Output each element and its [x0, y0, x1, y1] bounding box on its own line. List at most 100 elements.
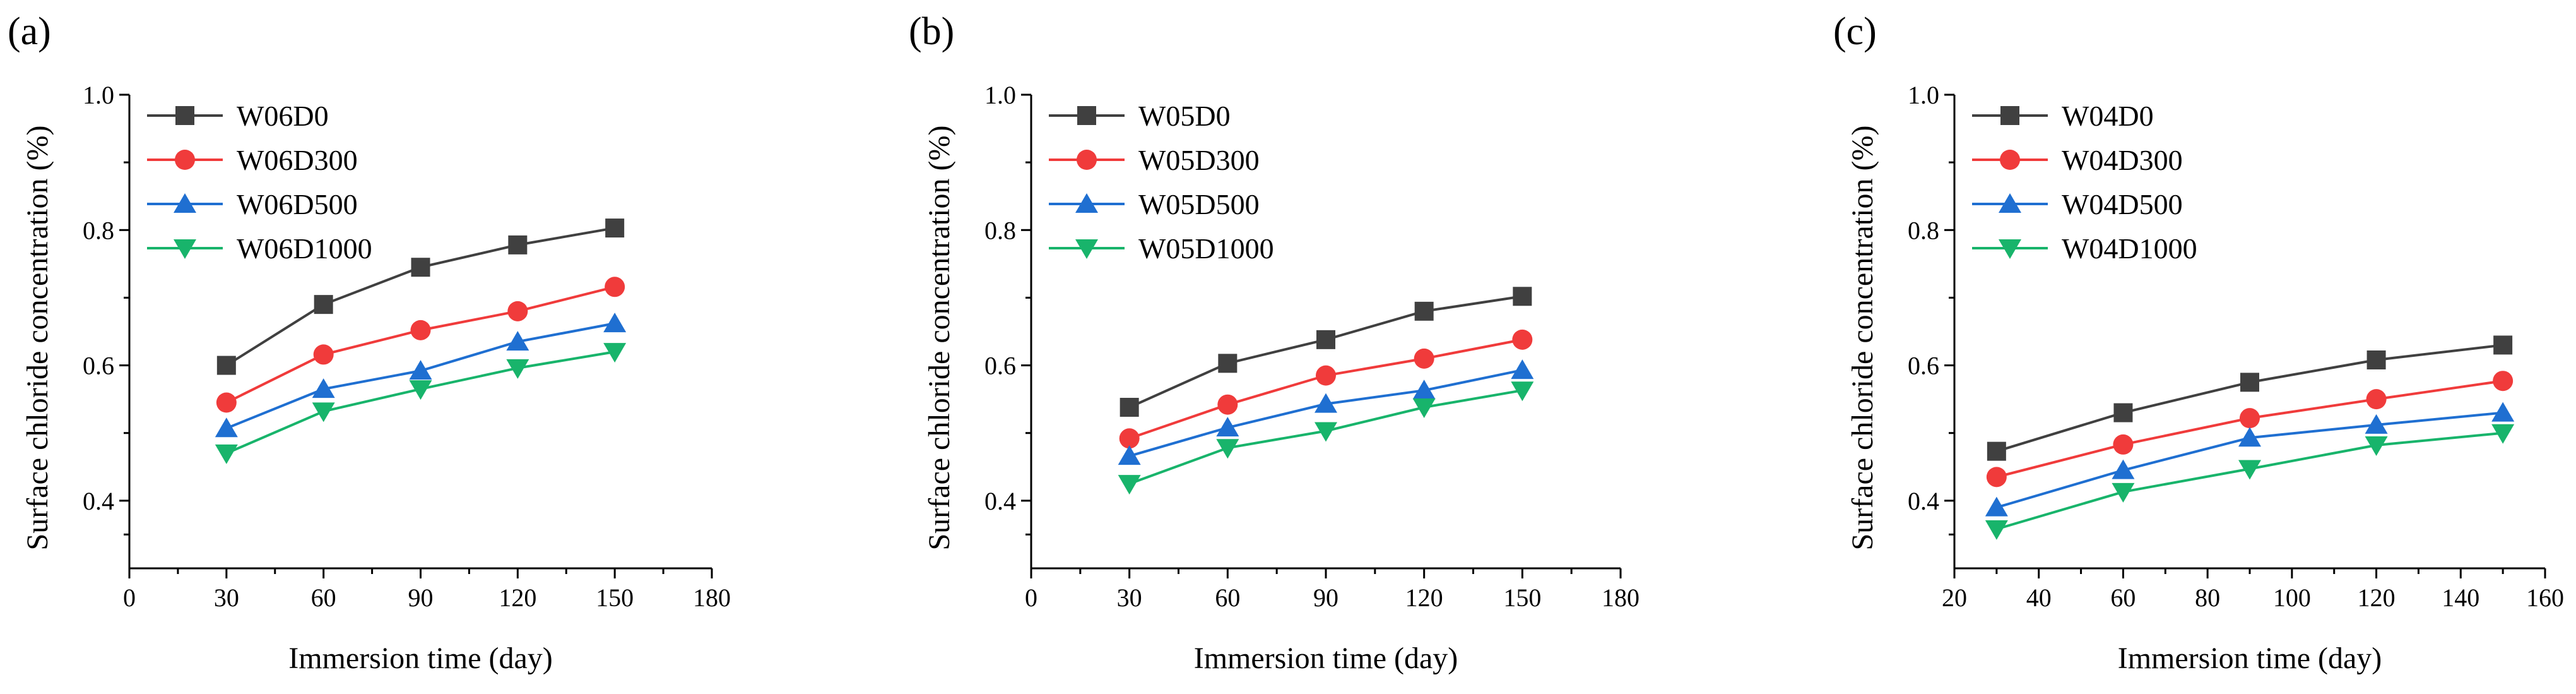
panel-label: (a)	[8, 10, 51, 53]
data-point-W05D300	[1217, 394, 1238, 415]
y-tick-label: 0.8	[1908, 216, 1939, 244]
data-point-W04D300	[2113, 434, 2134, 455]
x-tick-label: 40	[2026, 583, 2052, 612]
data-point-W04D300	[2493, 371, 2514, 392]
legend-marker-W06D300	[175, 150, 195, 170]
x-tick-label: 180	[1602, 583, 1640, 612]
data-point-W05D1000	[1315, 422, 1337, 442]
legend-label-W04D500: W04D500	[2062, 188, 2183, 220]
legend-marker-W06D500	[174, 193, 196, 213]
data-point-W04D300	[1986, 467, 2007, 488]
data-point-W06D0	[216, 356, 236, 375]
legend-marker-W05D300	[1077, 150, 1097, 170]
y-tick-label: 0.8	[83, 216, 114, 244]
legend-label-W06D0: W06D0	[237, 100, 329, 132]
data-point-W04D500	[2238, 427, 2261, 447]
x-tick-label: 60	[1215, 583, 1240, 612]
data-point-W04D0	[2366, 350, 2386, 369]
x-axis-title: Immersion time (day)	[288, 642, 553, 675]
data-point-W06D500	[409, 360, 432, 380]
data-point-W04D1000	[1985, 520, 2008, 540]
panel-a: (a) 0 30 60 90 120 150 180 0.4 0.6 0.8 1.0 Immersio…	[8, 10, 731, 675]
data-point-W05D0	[1414, 301, 1434, 321]
x-tick-label: 30	[1117, 583, 1142, 612]
y-tick-label: 0.6	[83, 352, 114, 380]
x-tick-label: 60	[2110, 583, 2136, 612]
x-tick-label: 140	[2442, 583, 2479, 612]
data-point-W06D1000	[312, 402, 335, 422]
data-point-W05D0	[1513, 287, 1532, 306]
plot-area-c: 20 40 60 80 100 120 140 160 0.4 0.6 0.8 1.0 Immersio…	[1846, 81, 2564, 675]
y-tick-label: 0.4	[1908, 487, 1939, 515]
data-point-W06D300	[507, 301, 528, 321]
x-tick-label: 60	[311, 583, 336, 612]
legend-marker-W06D0	[175, 106, 194, 125]
x-tick-label: 120	[2358, 583, 2396, 612]
legend-label-W05D500: W05D500	[1138, 188, 1260, 220]
data-point-W04D1000	[2365, 436, 2388, 456]
legend-marker-W04D300	[2000, 150, 2020, 170]
legend-label-W06D1000: W06D1000	[237, 232, 372, 265]
legend-marker-W05D500	[1075, 193, 1098, 213]
legend-marker-W05D0	[1077, 106, 1096, 125]
data-point-W05D500	[1511, 359, 1534, 380]
y-tick-label: 1.0	[83, 81, 114, 109]
data-point-W04D500	[2491, 402, 2515, 422]
legend-label-W04D1000: W04D1000	[2062, 232, 2197, 265]
legend-marker-W04D0	[2000, 106, 2019, 125]
x-axis-title: Immersion time (day)	[1194, 642, 1458, 675]
x-tick-label: 90	[1313, 583, 1338, 612]
data-point-W06D500	[506, 331, 529, 351]
x-tick-label: 160	[2526, 583, 2564, 612]
data-point-W05D300	[1316, 365, 1336, 386]
data-point-W06D500	[312, 378, 335, 398]
legend-label-W05D300: W05D300	[1138, 144, 1260, 176]
y-tick-label: 1.0	[1908, 81, 1939, 109]
x-axis-title: Immersion time (day)	[2118, 642, 2382, 675]
y-tick-label: 0.4	[984, 487, 1016, 515]
x-tick-label: 120	[499, 583, 536, 612]
legend-marker-W04D500	[1999, 193, 2021, 213]
data-point-W06D300	[313, 344, 334, 365]
data-point-W05D1000	[1412, 398, 1436, 418]
y-tick-label: 1.0	[984, 81, 1016, 109]
data-point-W05D300	[1414, 348, 1434, 369]
y-tick-label: 0.4	[83, 487, 114, 515]
data-point-W05D500	[1412, 380, 1436, 400]
panel-b: (b) 0 30 60 90 120 150 180 0.4 0.6 0.8 1.0 Immersio…	[909, 10, 1640, 675]
panel-label: (b)	[909, 10, 954, 53]
legend-label-W06D300: W06D300	[237, 144, 358, 176]
data-point-W04D1000	[2238, 460, 2261, 480]
x-tick-label: 120	[1405, 583, 1443, 612]
data-point-W04D500	[2112, 459, 2135, 479]
x-tick-label: 30	[214, 583, 239, 612]
legend-marker-W06D1000	[174, 239, 196, 259]
data-point-W04D1000	[2491, 424, 2515, 444]
x-tick-label: 180	[693, 583, 731, 612]
data-point-W04D0	[2240, 373, 2259, 392]
data-point-W04D500	[1985, 496, 2008, 517]
data-point-W06D0	[508, 235, 528, 254]
x-tick-label: 90	[408, 583, 434, 612]
data-point-W06D0	[605, 218, 625, 238]
data-point-W05D0	[1316, 330, 1335, 349]
x-tick-label: 80	[2195, 583, 2220, 612]
data-point-W04D500	[2365, 414, 2388, 434]
panel-c: (c) 20 40 60 80 100 120 140 160 0.4 0.6 0.8 1.0 Imme…	[1833, 10, 2564, 675]
data-point-W06D500	[215, 417, 238, 438]
data-point-W04D0	[2493, 335, 2513, 355]
y-axis-title: Surface chloride concentration (%)	[923, 125, 956, 550]
data-point-W05D500	[1315, 393, 1337, 413]
x-tick-label: 0	[1025, 583, 1037, 612]
data-point-W06D300	[605, 277, 625, 297]
data-point-W06D300	[410, 320, 431, 340]
data-point-W05D0	[1218, 354, 1238, 373]
data-point-W04D300	[2240, 408, 2260, 429]
data-point-W05D0	[1120, 398, 1139, 417]
y-tick-label: 0.6	[1908, 352, 1939, 380]
legend-marker-W05D1000	[1075, 239, 1098, 259]
data-point-W06D500	[603, 313, 627, 333]
data-point-W05D300	[1119, 428, 1140, 449]
